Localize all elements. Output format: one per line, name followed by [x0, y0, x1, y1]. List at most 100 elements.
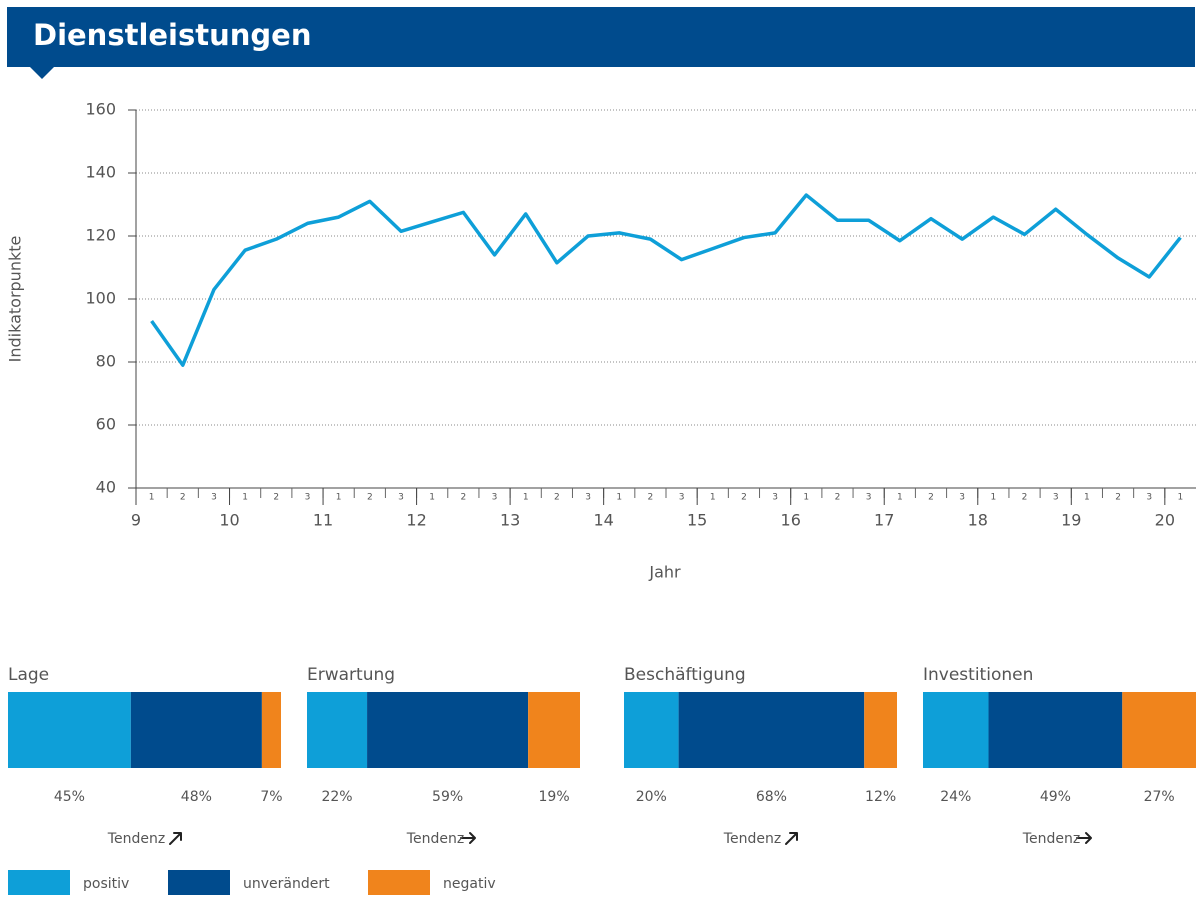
- x-subtick-label: 1: [242, 493, 248, 503]
- legend-swatch: [168, 870, 230, 895]
- bar-segment: [261, 692, 281, 768]
- value-label: 59%: [432, 789, 463, 805]
- panel-title: Lage: [8, 665, 49, 685]
- x-subtick-label: 2: [928, 493, 934, 503]
- tendency-label: Tendenz: [406, 831, 464, 847]
- value-label: 27%: [1144, 789, 1175, 805]
- x-subtick-label: 3: [866, 493, 872, 503]
- x-subtick-label: 1: [429, 493, 435, 503]
- x-subtick-label: 1: [616, 493, 622, 503]
- panel-title: Erwartung: [307, 665, 395, 685]
- bar-segment: [1122, 692, 1196, 768]
- x-tick-label: 18: [968, 511, 988, 530]
- panel-title: Beschäftigung: [624, 665, 746, 685]
- value-label: 19%: [539, 789, 570, 805]
- x-subtick-label: 2: [273, 493, 279, 503]
- x-subtick-label: 1: [990, 493, 996, 503]
- tendency-label: Tendenz: [1022, 831, 1080, 847]
- x-subtick-label: 3: [679, 493, 685, 503]
- x-tick-label: 9: [131, 511, 141, 530]
- tendency-arrow: [785, 832, 798, 845]
- x-subtick-label: 1: [336, 493, 342, 503]
- x-subtick-label: 3: [398, 493, 404, 503]
- x-subtick-label: 3: [959, 493, 965, 503]
- value-label: 20%: [636, 789, 667, 805]
- tendency-arrow: [1076, 832, 1092, 844]
- legend-swatch: [368, 870, 430, 895]
- x-subtick-label: 3: [492, 493, 498, 503]
- bar-segment: [130, 692, 262, 768]
- y-tick-label: 80: [96, 352, 116, 371]
- x-subtick-label: 1: [803, 493, 809, 503]
- bar-segment: [678, 692, 865, 768]
- x-tick-label: 14: [593, 511, 613, 530]
- bar-segment: [864, 692, 897, 768]
- bar-segment: [528, 692, 580, 768]
- x-tick-label: 13: [500, 511, 520, 530]
- x-subtick-label: 2: [835, 493, 841, 503]
- x-subtick-label: 3: [772, 493, 778, 503]
- x-subtick-label: 1: [523, 493, 529, 503]
- x-tick-label: 15: [687, 511, 707, 530]
- y-axis-label: Indikatorpunkte: [6, 236, 25, 363]
- x-tick-label: 19: [1061, 511, 1081, 530]
- x-tick-label: 11: [313, 511, 333, 530]
- bar-segment: [624, 692, 679, 768]
- x-subtick-label: 1: [1178, 493, 1184, 503]
- tendency-label: Tendenz: [107, 831, 165, 847]
- x-subtick-label: 2: [1022, 493, 1028, 503]
- legend-label: negativ: [443, 876, 496, 892]
- bar-segment: [923, 692, 989, 768]
- value-label: 22%: [321, 789, 352, 805]
- value-label: 24%: [940, 789, 971, 805]
- value-label: 7%: [260, 789, 282, 805]
- x-tick-label: 20: [1155, 511, 1175, 530]
- value-label: 48%: [181, 789, 212, 805]
- x-subtick-label: 2: [180, 493, 186, 503]
- x-subtick-label: 2: [741, 493, 747, 503]
- x-subtick-label: 3: [1053, 493, 1059, 503]
- x-subtick-label: 3: [585, 493, 591, 503]
- value-label: 68%: [756, 789, 787, 805]
- bar-segment: [8, 692, 131, 768]
- value-label: 45%: [54, 789, 85, 805]
- panel-title: Investitionen: [923, 665, 1033, 685]
- tendency-arrow: [169, 832, 182, 845]
- data-line: [150, 193, 1182, 367]
- value-label: 49%: [1040, 789, 1071, 805]
- x-subtick-label: 3: [1146, 493, 1152, 503]
- x-subtick-label: 3: [305, 493, 311, 503]
- x-subtick-label: 2: [367, 493, 373, 503]
- x-tick-label: 12: [406, 511, 426, 530]
- bar-segment: [307, 692, 368, 768]
- x-subtick-label: 2: [1115, 493, 1121, 503]
- value-label: 12%: [865, 789, 896, 805]
- x-axis-label: Jahr: [648, 563, 681, 582]
- header-pointer: [30, 67, 54, 79]
- y-tick-label: 140: [85, 163, 116, 182]
- x-subtick-label: 1: [1084, 493, 1090, 503]
- header-title: Dienstleistungen: [33, 18, 312, 52]
- y-tick-label: 40: [96, 478, 116, 497]
- x-subtick-label: 2: [554, 493, 560, 503]
- legend-label: positiv: [83, 876, 129, 892]
- x-subtick-label: 1: [149, 493, 155, 503]
- x-subtick-label: 3: [211, 493, 217, 503]
- tendency-label: Tendenz: [723, 831, 781, 847]
- tendency-arrow: [460, 832, 476, 844]
- y-tick-label: 160: [85, 100, 116, 119]
- legend-swatch: [8, 870, 70, 895]
- bar-segment: [367, 692, 529, 768]
- x-tick-label: 10: [219, 511, 239, 530]
- header-bar: [7, 7, 1195, 67]
- x-subtick-label: 1: [710, 493, 716, 503]
- x-tick-label: 17: [874, 511, 894, 530]
- y-tick-label: 60: [96, 415, 116, 434]
- bar-segment: [988, 692, 1123, 768]
- x-subtick-label: 2: [648, 493, 654, 503]
- x-tick-label: 16: [781, 511, 801, 530]
- y-tick-label: 120: [85, 226, 116, 245]
- y-tick-label: 100: [85, 289, 116, 308]
- x-subtick-label: 1: [897, 493, 903, 503]
